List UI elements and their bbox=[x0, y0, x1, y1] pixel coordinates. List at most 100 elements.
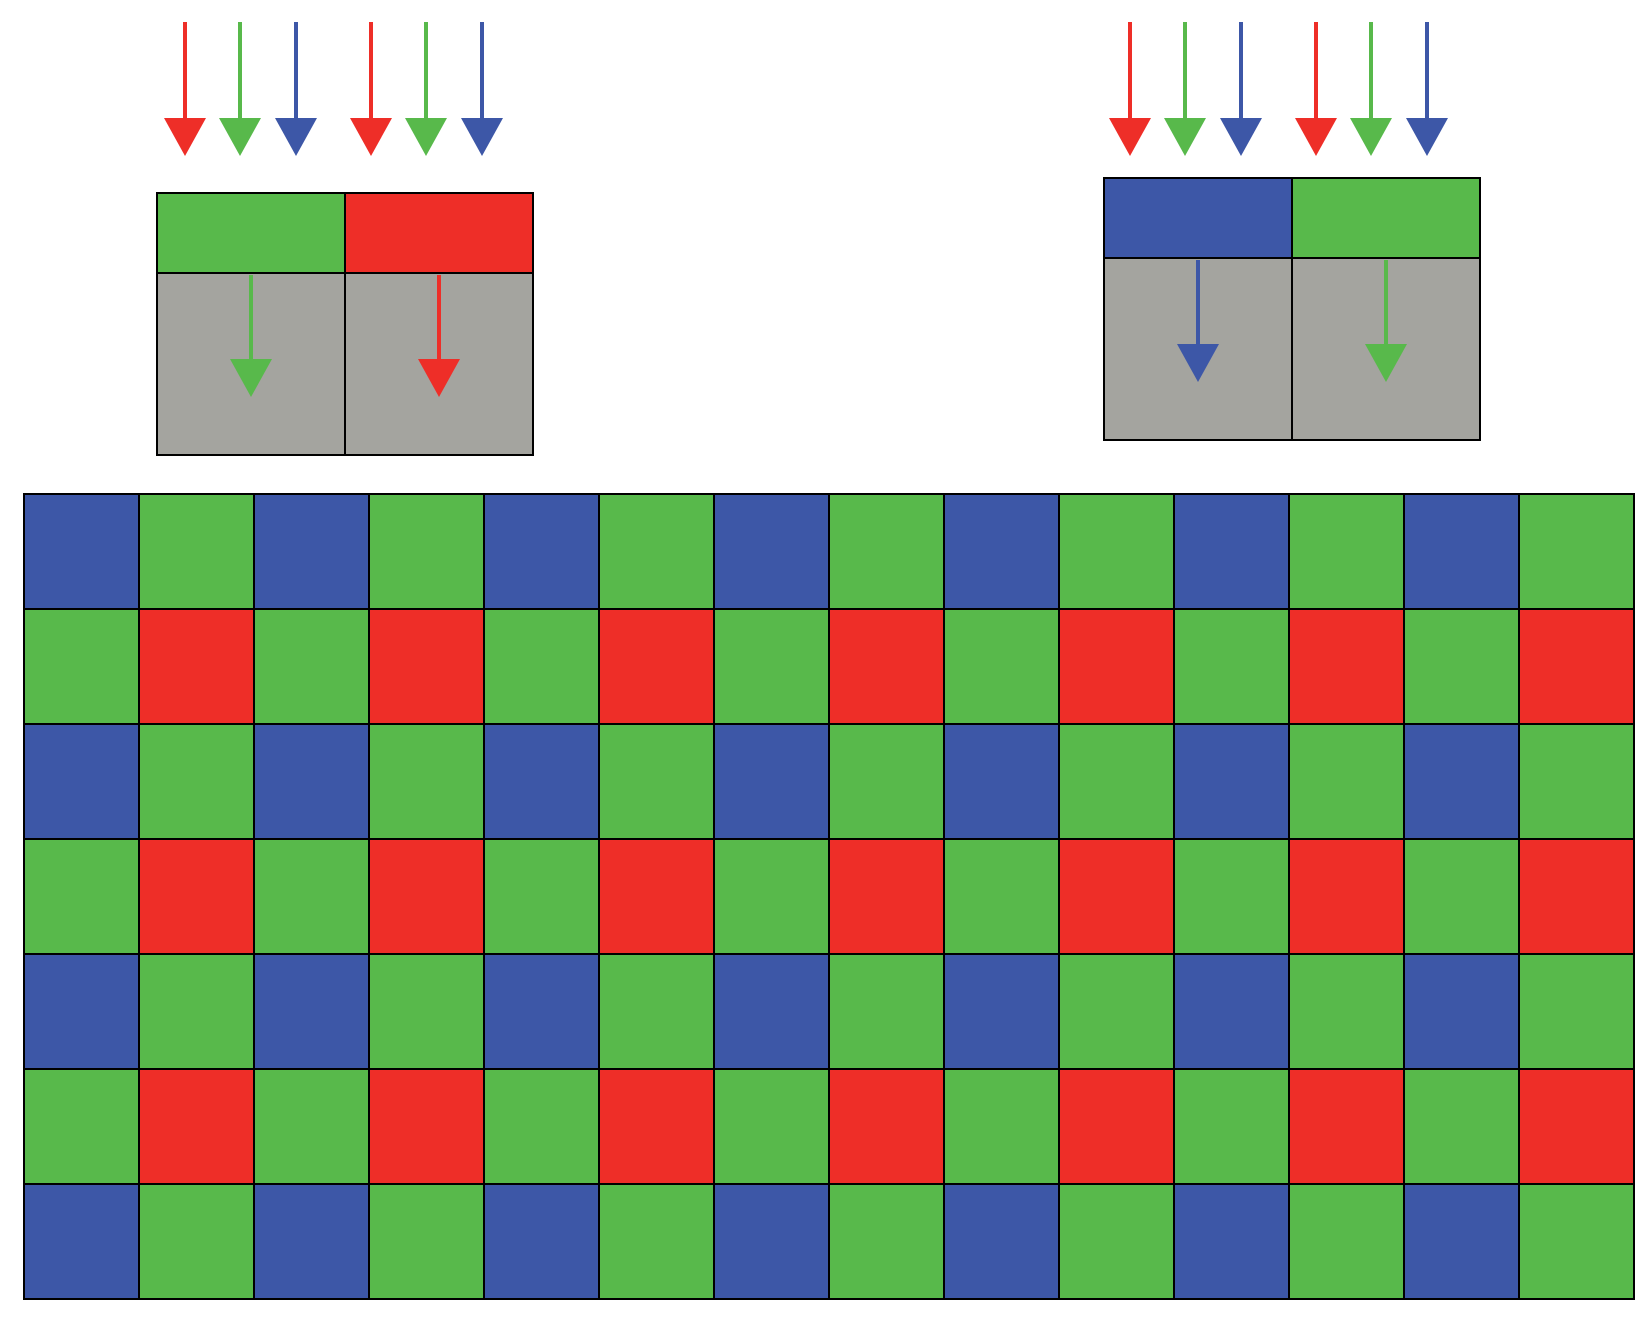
mosaic-cell-blue bbox=[1173, 1183, 1290, 1300]
mosaic-cell-green bbox=[1288, 953, 1405, 1070]
mosaic-cell-green bbox=[1058, 1183, 1175, 1300]
mosaic-cell-blue bbox=[483, 723, 600, 840]
sensor-pair-group bbox=[156, 22, 1481, 456]
mosaic-cell-blue bbox=[943, 1183, 1060, 1300]
mosaic-cell-green bbox=[1518, 723, 1635, 840]
transmitted-red-arrow-icon bbox=[418, 275, 460, 397]
mosaic-cell-blue bbox=[713, 723, 830, 840]
sensor-pair-green-red bbox=[156, 22, 534, 456]
mosaic-cell-red bbox=[828, 608, 945, 725]
mosaic-cell-red bbox=[1518, 838, 1635, 955]
mosaic-cell-blue bbox=[1173, 493, 1290, 610]
incident-red-arrow-icon bbox=[164, 22, 206, 156]
mosaic-cell-green bbox=[598, 953, 715, 1070]
mosaic-cell-green bbox=[1058, 723, 1175, 840]
mosaic-cell-blue bbox=[23, 723, 140, 840]
mosaic-cell-red bbox=[828, 1068, 945, 1185]
mosaic-cell-green bbox=[828, 1183, 945, 1300]
incident-green-arrow-icon bbox=[1164, 22, 1206, 156]
mosaic-cell-blue bbox=[23, 1183, 140, 1300]
mosaic-cell-green bbox=[1403, 838, 1520, 955]
mosaic-cell-green bbox=[23, 608, 140, 725]
mosaic-cell-blue bbox=[23, 493, 140, 610]
mosaic-cell-red bbox=[138, 838, 255, 955]
mosaic-cell-blue bbox=[1173, 953, 1290, 1070]
mosaic-cell-green bbox=[713, 1068, 830, 1185]
mosaic-cell-blue bbox=[23, 953, 140, 1070]
mosaic-cell-green bbox=[598, 493, 715, 610]
mosaic-cell-green bbox=[1173, 1068, 1290, 1185]
mosaic-cell-red bbox=[1058, 1068, 1175, 1185]
mosaic-cell-red bbox=[368, 608, 485, 725]
mosaic-cell-green bbox=[1288, 493, 1405, 610]
mosaic-cell-green bbox=[368, 1183, 485, 1300]
mosaic-cell-green bbox=[828, 493, 945, 610]
mosaic-cell-green bbox=[598, 723, 715, 840]
mosaic-cell-blue bbox=[943, 493, 1060, 610]
mosaic-cell-green bbox=[138, 953, 255, 1070]
mosaic-cell-green bbox=[368, 953, 485, 1070]
incident-green-arrow-icon bbox=[219, 22, 261, 156]
mosaic-cell-green bbox=[1288, 1183, 1405, 1300]
mosaic-cell-blue bbox=[1403, 493, 1520, 610]
mosaic-cell-blue bbox=[253, 1183, 370, 1300]
mosaic-cell-red bbox=[368, 838, 485, 955]
mosaic-cell-green bbox=[1058, 953, 1175, 1070]
mosaic-cell-blue bbox=[483, 493, 600, 610]
mosaic-cell-green bbox=[1403, 1068, 1520, 1185]
incident-green-arrow-icon bbox=[405, 22, 447, 156]
mosaic-cell-red bbox=[598, 1068, 715, 1185]
blue-color-filter bbox=[1103, 177, 1293, 259]
mosaic-cell-green bbox=[713, 608, 830, 725]
mosaic-cell-red bbox=[1518, 608, 1635, 725]
mosaic-cell-blue bbox=[253, 493, 370, 610]
mosaic-cell-blue bbox=[713, 1183, 830, 1300]
mosaic-cell-green bbox=[1173, 608, 1290, 725]
incident-blue-arrow-icon bbox=[1406, 22, 1448, 156]
mosaic-cell-red bbox=[1288, 1068, 1405, 1185]
sensor-pair-blue-green bbox=[1103, 22, 1481, 441]
mosaic-cell-blue bbox=[713, 493, 830, 610]
mosaic-cell-green bbox=[253, 838, 370, 955]
mosaic-cell-green bbox=[828, 953, 945, 1070]
mosaic-cell-green bbox=[943, 608, 1060, 725]
mosaic-cell-red bbox=[138, 1068, 255, 1185]
mosaic-cell-red bbox=[1518, 1068, 1635, 1185]
mosaic-cell-green bbox=[1058, 493, 1175, 610]
mosaic-cell-green bbox=[483, 838, 600, 955]
mosaic-cell-green bbox=[483, 1068, 600, 1185]
mosaic-cell-green bbox=[1403, 608, 1520, 725]
mosaic-cell-green bbox=[1518, 493, 1635, 610]
mosaic-cell-blue bbox=[713, 953, 830, 1070]
mosaic-cell-green bbox=[598, 1183, 715, 1300]
mosaic-cell-green bbox=[828, 723, 945, 840]
mosaic-cell-red bbox=[598, 608, 715, 725]
mosaic-cell-green bbox=[138, 493, 255, 610]
mosaic-cell-red bbox=[598, 838, 715, 955]
mosaic-cell-blue bbox=[1403, 1183, 1520, 1300]
mosaic-cell-blue bbox=[1403, 723, 1520, 840]
transmitted-green-arrow-icon bbox=[230, 275, 272, 397]
mosaic-cell-red bbox=[1058, 838, 1175, 955]
mosaic-cell-green bbox=[138, 1183, 255, 1300]
mosaic-cell-green bbox=[1288, 723, 1405, 840]
mosaic-cell-red bbox=[138, 608, 255, 725]
mosaic-cell-blue bbox=[1173, 723, 1290, 840]
mosaic-cell-green bbox=[1518, 953, 1635, 1070]
bayer-mosaic-grid bbox=[23, 493, 1635, 1300]
mosaic-cell-green bbox=[23, 1068, 140, 1185]
mosaic-cell-green bbox=[368, 723, 485, 840]
mosaic-cell-red bbox=[368, 1068, 485, 1185]
mosaic-cell-green bbox=[253, 608, 370, 725]
mosaic-cell-green bbox=[1173, 838, 1290, 955]
incident-red-arrow-icon bbox=[350, 22, 392, 156]
incident-green-arrow-icon bbox=[1350, 22, 1392, 156]
mosaic-cell-green bbox=[1518, 1183, 1635, 1300]
transmitted-blue-arrow-icon bbox=[1177, 260, 1219, 382]
incident-blue-arrow-icon bbox=[461, 22, 503, 156]
red-color-filter bbox=[344, 192, 534, 274]
mosaic-cell-green bbox=[368, 493, 485, 610]
mosaic-cell-green bbox=[23, 838, 140, 955]
mosaic-cell-blue bbox=[943, 953, 1060, 1070]
